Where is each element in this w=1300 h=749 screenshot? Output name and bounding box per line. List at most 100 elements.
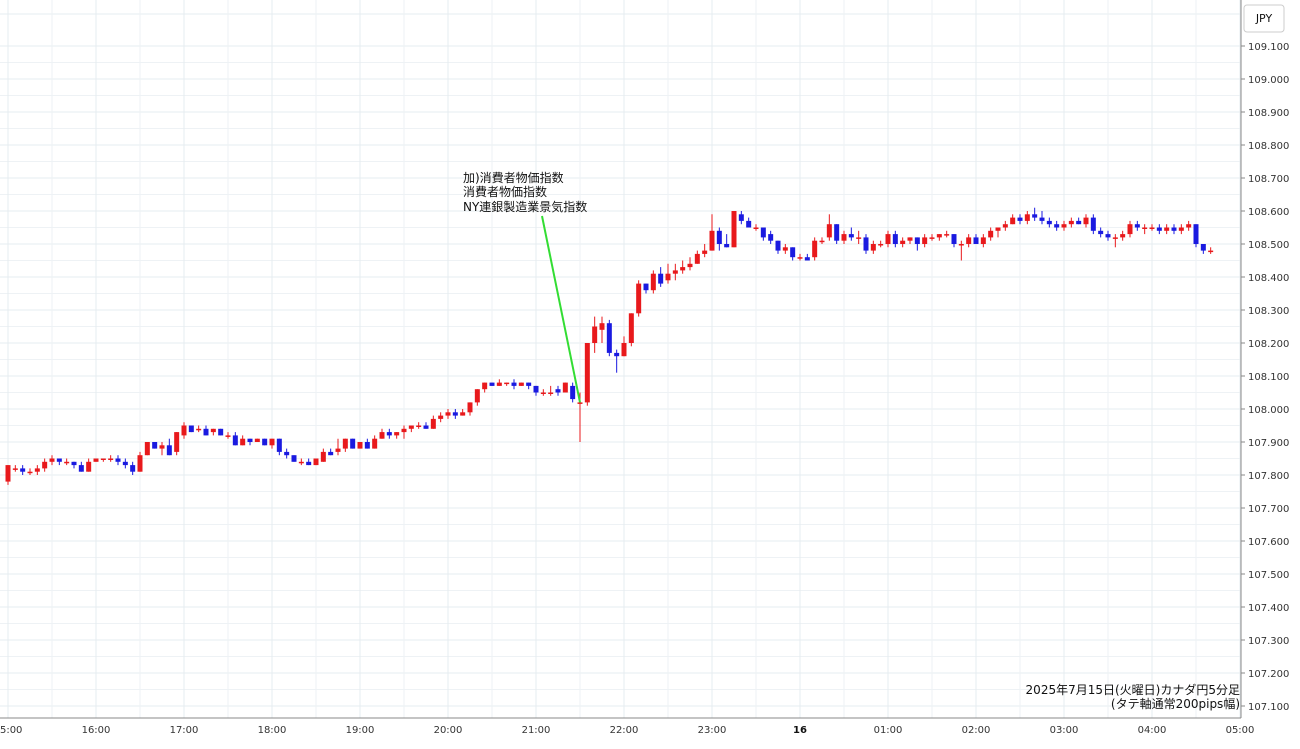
candle-body xyxy=(1178,227,1184,231)
candle-body xyxy=(1010,217,1016,225)
candle xyxy=(592,316,598,353)
candle-body xyxy=(12,468,18,470)
currency-badge[interactable]: JPY xyxy=(1243,4,1285,33)
x-tick-label: 17:00 xyxy=(170,725,199,736)
candle xyxy=(856,230,862,244)
candle-body xyxy=(174,432,180,452)
y-tick-label: 108.400 xyxy=(1248,273,1289,284)
candle xyxy=(467,402,473,416)
candle-body xyxy=(122,461,128,466)
candle xyxy=(753,224,759,231)
candle-body xyxy=(892,234,898,244)
candle xyxy=(812,237,818,261)
candle xyxy=(834,224,840,244)
candle-body xyxy=(526,382,532,386)
candle-body xyxy=(1127,224,1133,235)
candle-body xyxy=(320,451,326,462)
candle-body xyxy=(49,458,55,462)
candle-body xyxy=(577,402,583,404)
candle-body xyxy=(1068,220,1074,225)
candle xyxy=(826,214,832,241)
candle xyxy=(680,260,686,274)
candle-body xyxy=(188,425,194,433)
candle-body xyxy=(5,465,11,482)
annotation-line-2: 消費者物価指数 xyxy=(463,184,547,199)
candle xyxy=(56,458,62,466)
y-tick-label: 107.100 xyxy=(1248,702,1289,713)
candle xyxy=(687,257,693,271)
candle xyxy=(379,428,385,439)
candle xyxy=(738,211,744,225)
x-tick-layer: 15:00 16:00 17:00 18:00 19:00 20:00 21:00 22:00… xyxy=(0,725,1254,736)
x-tick-label: 01:00 xyxy=(874,725,903,736)
candle-body xyxy=(159,445,165,449)
candle-body xyxy=(599,323,605,330)
candle xyxy=(621,336,627,357)
candle xyxy=(430,415,436,429)
candle xyxy=(782,244,788,254)
candle-body xyxy=(856,237,862,239)
candle xyxy=(702,244,708,258)
candle xyxy=(78,461,84,472)
candle-body xyxy=(1186,224,1192,228)
candle xyxy=(584,343,590,406)
candle-body xyxy=(364,442,370,449)
candle-body xyxy=(482,382,488,390)
candle xyxy=(768,230,774,244)
candle xyxy=(1112,234,1118,248)
candle xyxy=(342,438,348,452)
candle-body xyxy=(196,428,202,431)
candle xyxy=(878,240,884,248)
y-tick-label: 108.100 xyxy=(1248,372,1289,383)
candle xyxy=(980,234,986,248)
candle-body xyxy=(782,247,788,251)
candle xyxy=(445,409,451,419)
candle xyxy=(606,319,612,357)
candle xyxy=(533,385,539,396)
candle-body xyxy=(357,442,363,449)
candle-body xyxy=(878,244,884,246)
candle xyxy=(936,234,942,241)
candle-body xyxy=(452,412,458,416)
candle-body xyxy=(27,471,33,474)
candle xyxy=(174,432,180,456)
candle xyxy=(240,435,246,446)
candle-body xyxy=(247,438,253,442)
candle-body xyxy=(570,385,576,400)
candle-body xyxy=(115,458,121,462)
candle xyxy=(100,458,106,462)
candle xyxy=(694,250,700,264)
candle xyxy=(548,385,554,396)
candle-body xyxy=(386,432,392,436)
candle-body xyxy=(504,382,510,385)
candle xyxy=(232,432,238,446)
y-tick-label: 108.300 xyxy=(1248,306,1289,317)
candle-body xyxy=(1120,234,1126,238)
candle-body xyxy=(1039,217,1045,221)
candle-body xyxy=(658,273,664,284)
candle-body xyxy=(86,461,92,472)
candle xyxy=(152,442,158,449)
candle-body xyxy=(210,428,216,433)
candle-body xyxy=(636,283,642,314)
candle-body xyxy=(606,323,612,353)
candle xyxy=(643,283,649,294)
candle xyxy=(716,227,722,251)
candle-body xyxy=(20,468,26,472)
y-tick-label: 108.000 xyxy=(1248,405,1289,416)
candle xyxy=(1120,230,1126,241)
x-tick-label: 20:00 xyxy=(434,725,463,736)
candle-body xyxy=(922,237,928,244)
candle xyxy=(819,237,825,244)
candle-body xyxy=(218,428,224,436)
candle xyxy=(988,227,994,241)
candle-body xyxy=(203,428,209,436)
y-tick-label: 107.600 xyxy=(1248,537,1289,548)
chart-title: 2025年7月15日(火曜日)カナダ円5分足 xyxy=(1026,682,1240,697)
candle xyxy=(262,438,268,446)
candle xyxy=(863,234,869,254)
candle xyxy=(452,409,458,419)
y-tick-label: 109.100 xyxy=(1248,42,1289,53)
candle xyxy=(20,465,26,475)
